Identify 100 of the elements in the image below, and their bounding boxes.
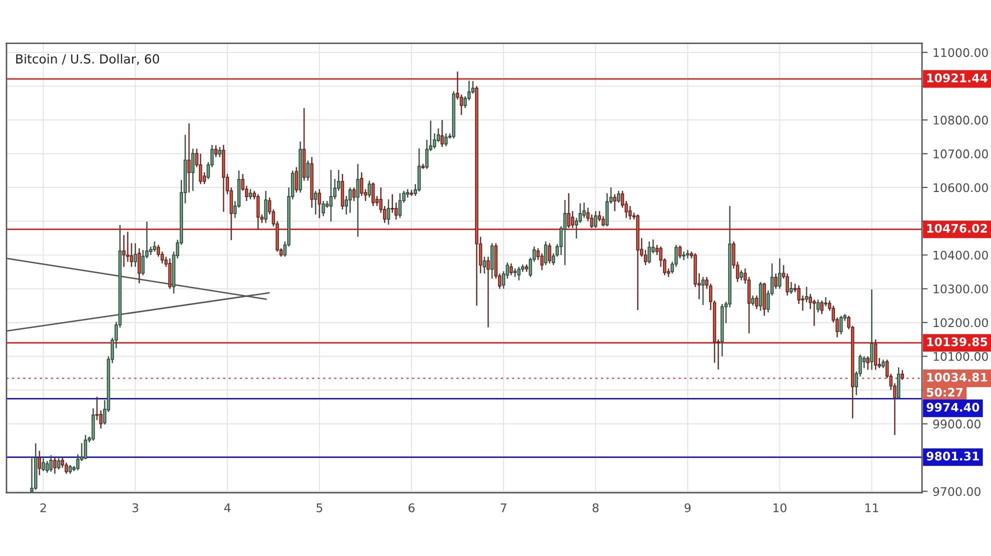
- candlestick: [187, 122, 191, 194]
- y-tick-label: 9900.00: [933, 420, 980, 428]
- y-tick-label: 10800.00: [934, 116, 988, 125]
- candlestick: [314, 190, 318, 216]
- candlestick: [84, 434, 88, 460]
- x-tick-label: 3: [132, 503, 138, 512]
- ref-line-label: 10034.81: [927, 372, 988, 382]
- candlestick: [594, 210, 598, 229]
- candlestick: [548, 242, 552, 264]
- candlestick: [816, 298, 820, 314]
- candlestick: [329, 169, 333, 222]
- candlestick: [360, 172, 364, 197]
- ref-line-label: 9801.31: [926, 452, 979, 461]
- candlestick: [356, 163, 360, 238]
- candlestick: [256, 194, 260, 231]
- candlestick: [42, 458, 45, 472]
- candlestick: [191, 148, 195, 192]
- candlestick: [348, 186, 352, 214]
- candlestick: [134, 242, 137, 268]
- candlestick: [490, 242, 494, 280]
- candlestick: [57, 458, 60, 470]
- candlestick: [53, 456, 56, 474]
- candlestick: [740, 270, 743, 281]
- candlestick: [440, 119, 444, 148]
- candlestick: [398, 192, 402, 218]
- candlestick: [168, 258, 172, 290]
- y-tick-label: 10200.00: [934, 318, 988, 328]
- candlestick: [778, 258, 782, 290]
- candlestick: [820, 300, 824, 315]
- candlestick: [678, 244, 682, 259]
- candlestick: [92, 408, 95, 442]
- candlestick: [774, 272, 778, 290]
- candlestick: [897, 366, 900, 400]
- candlestick: [214, 144, 218, 158]
- candlestick: [751, 294, 754, 306]
- candlestick: [701, 276, 705, 306]
- candlestick: [644, 249, 648, 266]
- y-tick-label: 10100.00: [934, 352, 988, 361]
- candlestick: [436, 128, 440, 143]
- candlestick: [874, 338, 878, 370]
- y-tick-label: 11000.00: [934, 48, 988, 58]
- x-tick-label: 4: [224, 503, 231, 512]
- candlestick: [444, 132, 448, 147]
- candlestick: [648, 240, 651, 264]
- x-tick-label: 6: [408, 503, 415, 512]
- candlestick: [352, 186, 356, 202]
- candlestick: [616, 190, 620, 204]
- candlestick: [306, 160, 310, 182]
- candlestick: [482, 256, 486, 274]
- y-tick-label: 10700.00: [934, 149, 988, 158]
- candlestick: [544, 240, 548, 266]
- candlestick: [38, 450, 42, 476]
- candlestick: [567, 192, 570, 229]
- y-tick-label: 10600.00: [934, 183, 988, 192]
- candlestick: [318, 188, 322, 219]
- candlestick: [755, 294, 758, 310]
- x-tick-label: 8: [592, 503, 599, 512]
- candlestick: [386, 198, 390, 226]
- candlestick: [294, 166, 298, 194]
- candlestick: [517, 266, 521, 281]
- ref-line-label: 9974.40: [926, 402, 980, 412]
- y-tick-label: 10400.00: [934, 250, 988, 260]
- candlestick: [804, 286, 808, 303]
- candlestick: [758, 281, 762, 312]
- candlestick: [390, 194, 394, 214]
- candlestick: [372, 182, 375, 207]
- x-tick-label: 9: [684, 503, 691, 512]
- ref-line-label: 10139.85: [927, 337, 988, 346]
- candlestick: [138, 248, 141, 284]
- candlestick: [486, 256, 490, 328]
- candlestick: [510, 262, 513, 276]
- y-tick-label: 10300.00: [934, 284, 988, 294]
- candlestick: [322, 200, 325, 217]
- candlestick: [682, 251, 686, 261]
- candlestick: [613, 194, 616, 212]
- text: Bitcoin / U.S. Dollar, 60: [16, 54, 160, 65]
- candlestick: [605, 192, 609, 227]
- candlestick: [95, 396, 99, 421]
- candlestick: [570, 210, 574, 229]
- x-tick-label: 2: [40, 503, 46, 512]
- candlestick: [460, 94, 464, 116]
- candlestick: [49, 454, 53, 472]
- candlestick: [152, 240, 156, 252]
- ref-line-label: 10476.02: [927, 224, 987, 233]
- text: 50:27: [926, 388, 963, 397]
- candlestick: [368, 180, 371, 198]
- candlestick: [218, 146, 222, 158]
- ref-line-label: 10921.44: [927, 73, 988, 82]
- x-tick-label: 11: [866, 503, 878, 512]
- candlestick: [866, 356, 870, 370]
- candlestick: [264, 190, 268, 224]
- candlestick: [122, 234, 126, 268]
- candlestick: [628, 205, 632, 220]
- candlestick: [824, 296, 828, 307]
- x-tick-label: 5: [316, 503, 322, 512]
- candlestick: [870, 288, 874, 370]
- candlestick: [839, 315, 843, 335]
- candlestick: [563, 199, 567, 266]
- candlestick: [790, 281, 793, 294]
- x-tick-label: 10: [773, 503, 786, 512]
